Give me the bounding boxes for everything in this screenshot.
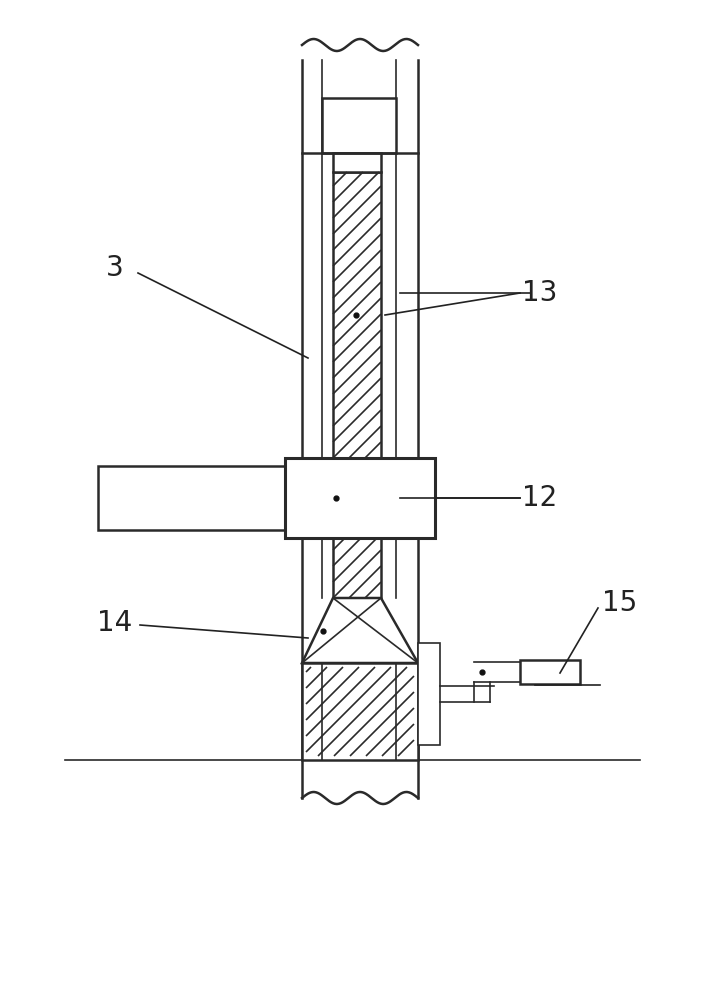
Bar [333,153,381,172]
Text: 15: 15 [602,589,638,617]
Polygon shape [302,598,418,663]
Bar [418,643,440,745]
Text: 13: 13 [523,279,557,307]
Bar [285,458,435,538]
Bar [302,663,418,760]
Bar [520,660,580,684]
Bar [98,466,285,530]
Bar [322,98,396,153]
Text: 14: 14 [98,609,132,637]
Bar [333,538,381,598]
Text: 3: 3 [106,254,124,282]
Bar [333,172,381,458]
Text: 12: 12 [523,484,557,512]
